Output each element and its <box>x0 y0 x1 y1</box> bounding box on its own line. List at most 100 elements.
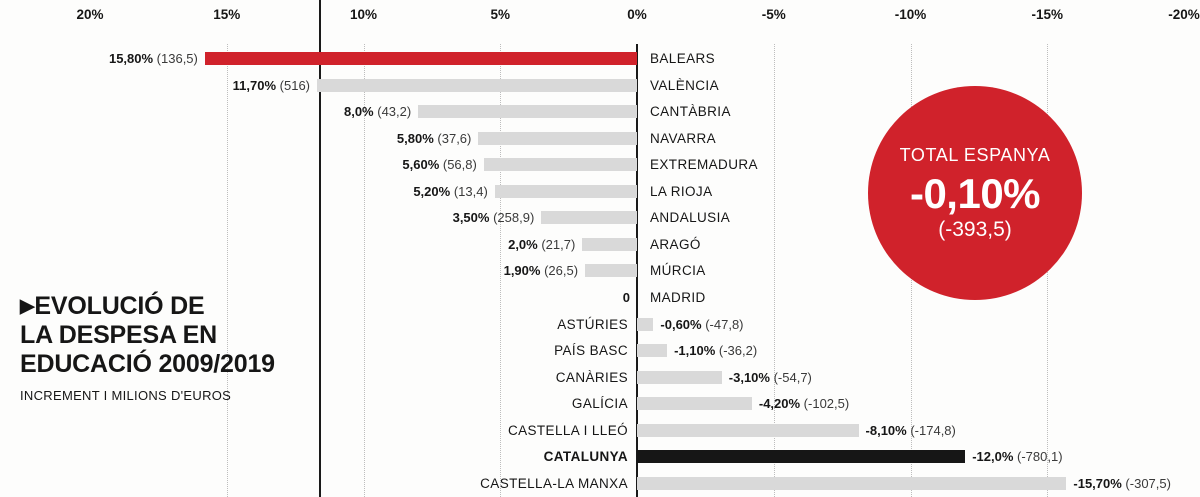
value-percent: 1,90% <box>503 263 541 279</box>
axis-tick: -5% <box>761 7 786 22</box>
axis-tick: 5% <box>490 7 511 22</box>
value-percent: 8,0% <box>343 104 374 120</box>
region-label: CASTELLA-LA MANXA <box>480 475 628 491</box>
value-millions: (-47,8) <box>701 316 744 332</box>
region-label: EXTREMADURA <box>650 157 758 173</box>
region-label: ASTÚRIES <box>557 316 628 332</box>
total-espanya-badge: TOTAL ESPANYA -0,10% (-393,5) <box>868 86 1082 300</box>
region-label: BALEARS <box>650 51 716 66</box>
bar-catalunya <box>637 450 966 464</box>
value-label: 2,0% (21,7) <box>508 237 575 252</box>
region-label: VALÈNCIA <box>650 77 719 93</box>
value-label: 3,50% (258,9) <box>453 210 535 225</box>
value-label: 5,60% (56,8) <box>402 157 476 172</box>
region-label: MÚRCIA <box>650 263 706 279</box>
column-divider-line <box>319 0 321 497</box>
value-percent: 15,80% <box>108 51 154 66</box>
axis-tick: 10% <box>349 7 378 22</box>
value-percent: 2,0% <box>508 236 538 252</box>
value-percent: 0 <box>622 289 630 305</box>
value-millions: (-102,5) <box>800 396 850 412</box>
value-millions: (37,6) <box>433 130 472 146</box>
value-label: 15,80% (136,5) <box>109 51 198 66</box>
badge-label: TOTAL ESPANYA <box>899 144 1051 165</box>
axis-tick: 0% <box>627 7 647 22</box>
value-millions: (-307,5) <box>1121 475 1171 491</box>
value-label: -1,10% (-36,2) <box>674 343 757 358</box>
bar-extremadura <box>483 158 637 172</box>
bar-val-ncia <box>317 78 637 92</box>
region-label: ANDALUSIA <box>650 210 731 226</box>
value-label: -0,60% (-47,8) <box>660 317 743 332</box>
bar-m-rcia <box>585 264 637 278</box>
value-millions: (26,5) <box>540 263 579 279</box>
region-label: CANTÀBRIA <box>650 104 731 120</box>
region-label: ARAGÓ <box>650 236 701 252</box>
value-label: 11,70% (516) <box>233 78 310 93</box>
region-label: MADRID <box>650 289 706 305</box>
value-percent: -3,10% <box>728 369 770 385</box>
badge-detail: (-393,5) <box>938 217 1012 241</box>
value-millions: (43,2) <box>373 104 412 120</box>
axis-tick: 15% <box>213 7 241 22</box>
value-label: -3,10% (-54,7) <box>729 370 812 385</box>
value-label: -12,0% (-780,1) <box>972 449 1062 464</box>
region-label: GALÍCIA <box>571 396 628 412</box>
value-millions: (-36,2) <box>715 343 758 359</box>
value-percent: 5,20% <box>413 183 451 199</box>
value-percent: 3,50% <box>452 210 490 226</box>
title-block: ▶EVOLUCIÓ DE LA DESPESA EN EDUCACIÓ 2009… <box>20 292 340 403</box>
value-percent: -12,0% <box>972 449 1014 465</box>
axis-tick: -10% <box>894 7 927 22</box>
bar-la-rioja <box>494 184 637 198</box>
gridline <box>500 44 502 497</box>
bar-balears <box>204 52 637 65</box>
chart-title-line-3: EDUCACIÓ 2009/2019 <box>20 350 275 378</box>
value-percent: -1,10% <box>674 343 716 359</box>
value-millions: (13,4) <box>450 183 488 199</box>
bar-cant-bria <box>418 105 637 119</box>
value-percent: 5,80% <box>396 130 434 146</box>
value-millions: (21,7) <box>537 236 576 252</box>
region-label: CANÀRIES <box>555 369 628 385</box>
region-label: NAVARRA <box>650 130 717 146</box>
bar-arag- <box>582 237 637 251</box>
value-percent: -4,20% <box>758 396 801 412</box>
value-millions: (-54,7) <box>769 369 812 385</box>
bar-castella-i-lle- <box>637 423 859 437</box>
zero-axis-line <box>636 44 638 497</box>
bar-andalusia <box>541 211 637 225</box>
value-label: 1,90% (26,5) <box>504 263 578 278</box>
value-percent: 5,60% <box>402 157 440 173</box>
badge-value: -0,10% <box>909 169 1041 217</box>
gridline <box>363 44 365 497</box>
value-label: -4,20% (-102,5) <box>759 396 849 411</box>
chart-title-line-2: LA DESPESA EN <box>20 321 217 349</box>
value-label: -15,70% (-307,5) <box>1073 476 1171 491</box>
value-millions: (516) <box>276 77 311 93</box>
bar-gal-cia <box>637 397 752 411</box>
region-label: CATALUNYA <box>543 449 628 465</box>
bar-can-ries <box>637 370 722 384</box>
axis-tick: 20% <box>76 7 104 22</box>
value-millions: (56,8) <box>439 157 477 173</box>
region-label: PAÍS BASC <box>554 343 628 359</box>
value-percent: -15,70% <box>1073 475 1122 491</box>
chart-title-text-1: EVOLUCIÓ DE <box>34 292 205 320</box>
value-millions: (136,5) <box>153 51 198 66</box>
chart-title-line-1: ▶EVOLUCIÓ DE <box>20 292 340 321</box>
value-millions: (-780,1) <box>1013 449 1063 465</box>
value-label: 5,20% (13,4) <box>413 184 487 199</box>
title-arrow-icon: ▶ <box>20 296 35 317</box>
gridline <box>773 44 775 497</box>
value-percent: -8,10% <box>865 422 907 438</box>
value-label: -8,10% (-174,8) <box>866 423 956 438</box>
value-label: 8,0% (43,2) <box>344 104 411 119</box>
bar-ast-ries <box>637 317 654 331</box>
value-percent: -0,60% <box>660 316 702 332</box>
axis-tick: -20% <box>1168 7 1200 22</box>
bar-navarra <box>478 131 637 145</box>
value-label: 0 <box>623 290 630 305</box>
value-label: 5,80% (37,6) <box>397 131 471 146</box>
